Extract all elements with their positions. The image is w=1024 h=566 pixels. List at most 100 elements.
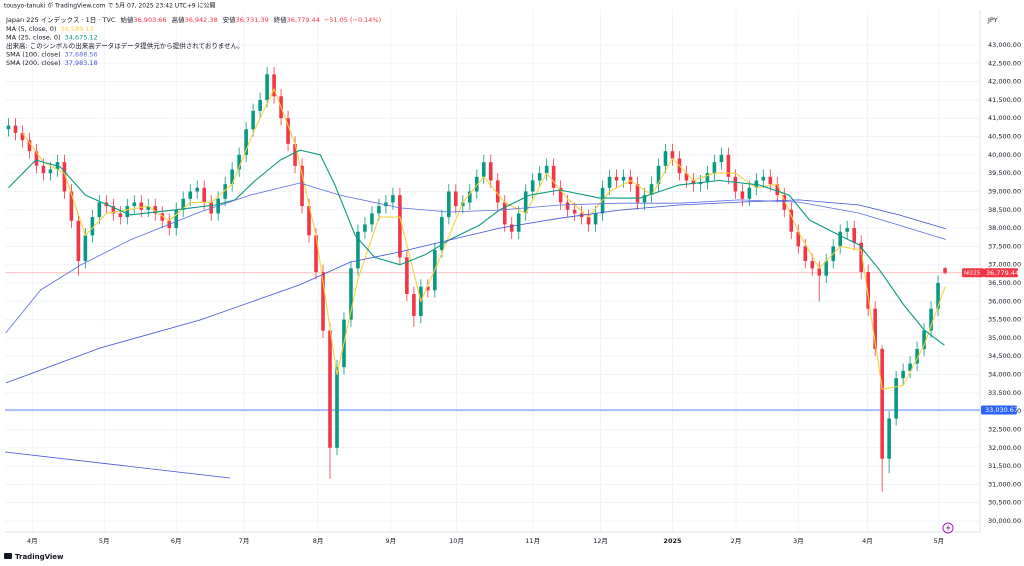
candle-body — [565, 202, 570, 210]
candle-body — [181, 198, 186, 210]
candle-body — [607, 176, 612, 188]
y-tick-label: 34,500.00 — [988, 352, 1021, 360]
x-tick-label: 2月 — [731, 537, 742, 545]
candle-body — [656, 165, 661, 185]
candle-body — [796, 231, 801, 247]
x-tick-label: 4月 — [27, 537, 38, 545]
candle-body — [83, 235, 88, 262]
y-tick-label: 32,000.00 — [988, 444, 1021, 452]
price-line-label: 33,030.67 — [985, 406, 1018, 414]
ohlc-value: 36,903.66 — [133, 16, 166, 24]
candle-body — [244, 129, 248, 155]
candle-body — [495, 180, 500, 203]
candle-body — [391, 195, 395, 203]
x-tick-label: 2025 — [663, 537, 682, 545]
legend-value: 37,688.56 — [65, 51, 98, 59]
candle-body — [663, 151, 668, 166]
candle-body — [48, 169, 53, 174]
price-line-box — [981, 405, 1017, 415]
candle-body — [726, 154, 731, 177]
grid — [5, 10, 980, 532]
candle-body — [202, 187, 206, 203]
y-tick-label: 37,000.00 — [988, 261, 1021, 269]
candle-body — [69, 191, 74, 221]
candle-body — [272, 74, 276, 97]
candle-body — [558, 187, 563, 203]
ohlc-name: 高値 — [172, 15, 186, 24]
legend-name: SMA (200, close) — [6, 59, 61, 67]
candle-body — [936, 282, 940, 309]
candle-body — [922, 330, 926, 349]
legend-entry: MA (25, close, 0) 34,675.12 — [6, 34, 98, 42]
y-tick-label: 34,000.00 — [988, 371, 1021, 379]
candle-body — [125, 206, 130, 218]
x-tick-label: 6月 — [171, 537, 182, 545]
candle-body — [768, 176, 773, 185]
y-tick-label: 41,000.00 — [988, 114, 1021, 122]
legend-name: MA (25, close, 0) — [6, 34, 61, 42]
y-tick-label: 33,500.00 — [988, 389, 1021, 397]
y-tick-label: 42,000.00 — [988, 78, 1021, 86]
candle-body — [740, 191, 745, 199]
candle-body — [747, 187, 752, 199]
candle-body — [76, 220, 81, 262]
candle-body — [474, 176, 479, 192]
ohlc-name: 始値 — [120, 15, 134, 24]
candle-body — [614, 176, 619, 181]
y-tick-label: 32,500.00 — [988, 425, 1021, 433]
candle-body — [426, 286, 430, 291]
candle-body — [440, 217, 444, 251]
candle-body — [712, 162, 717, 174]
candle-body — [90, 217, 95, 236]
candle-body — [593, 213, 598, 225]
legend-entry: MA (5, close, 0) 36,589.13 — [6, 25, 94, 33]
last-price-label: 36,779.44 — [986, 269, 1019, 277]
candle-body — [523, 191, 528, 214]
legend: Japan 225 インデックス · 1日 · TVC 始値36,903.66 高値… — [5, 15, 381, 67]
candle-body — [405, 257, 409, 294]
x-tick-label: 12月 — [593, 537, 608, 545]
candle-body — [551, 165, 556, 188]
candle-body — [943, 268, 947, 273]
symbol-box — [962, 268, 984, 278]
candle-body — [13, 125, 18, 133]
change: −51.05 (−0.14%) — [324, 16, 381, 24]
ohlc-value: 36,779.44 — [287, 16, 320, 24]
y-tick-label: 30,000.00 — [988, 517, 1021, 525]
candle-body — [782, 195, 787, 210]
y-tick-label: 37,500.00 — [988, 242, 1021, 250]
candle-body — [467, 191, 472, 203]
x-tick-label: 7月 — [239, 537, 250, 545]
y-tick-label: 39,500.00 — [988, 169, 1021, 177]
candle-body — [195, 187, 200, 192]
y-tick-label: 38,000.00 — [988, 224, 1021, 232]
candle-body — [328, 330, 332, 448]
candle-body — [286, 118, 290, 144]
candle-body — [509, 224, 514, 232]
y-tick-label: 36,500.00 — [988, 279, 1021, 287]
candle-body — [873, 308, 877, 349]
ma-line — [22, 88, 946, 390]
candle-body — [300, 165, 304, 207]
ohlc-value: 36,731.39 — [236, 16, 269, 24]
candle-body — [27, 140, 32, 152]
candle-body — [398, 195, 402, 258]
candle-body — [929, 308, 933, 331]
candle-body — [544, 165, 549, 174]
candle-body — [775, 184, 780, 196]
candle-body — [146, 206, 151, 210]
candle-body — [691, 180, 696, 185]
ma-line — [5, 199, 946, 384]
candle-body — [307, 206, 311, 236]
symbol-label: NI225 — [964, 270, 981, 276]
symbol-line: Japan 225 インデックス · 1日 · TVC 始値36,903.66 高値… — [5, 15, 381, 24]
footer-logo: TradingView — [4, 553, 64, 561]
x-tick-label: 8月 — [313, 537, 324, 545]
event-icon[interactable] — [942, 522, 954, 534]
candle-body — [488, 162, 493, 181]
x-tick-label: 11月 — [525, 537, 540, 545]
candle-body — [447, 191, 451, 218]
y-tick-label: 31,000.00 — [988, 480, 1021, 488]
candle-body — [321, 272, 325, 331]
candle-body — [838, 231, 843, 247]
